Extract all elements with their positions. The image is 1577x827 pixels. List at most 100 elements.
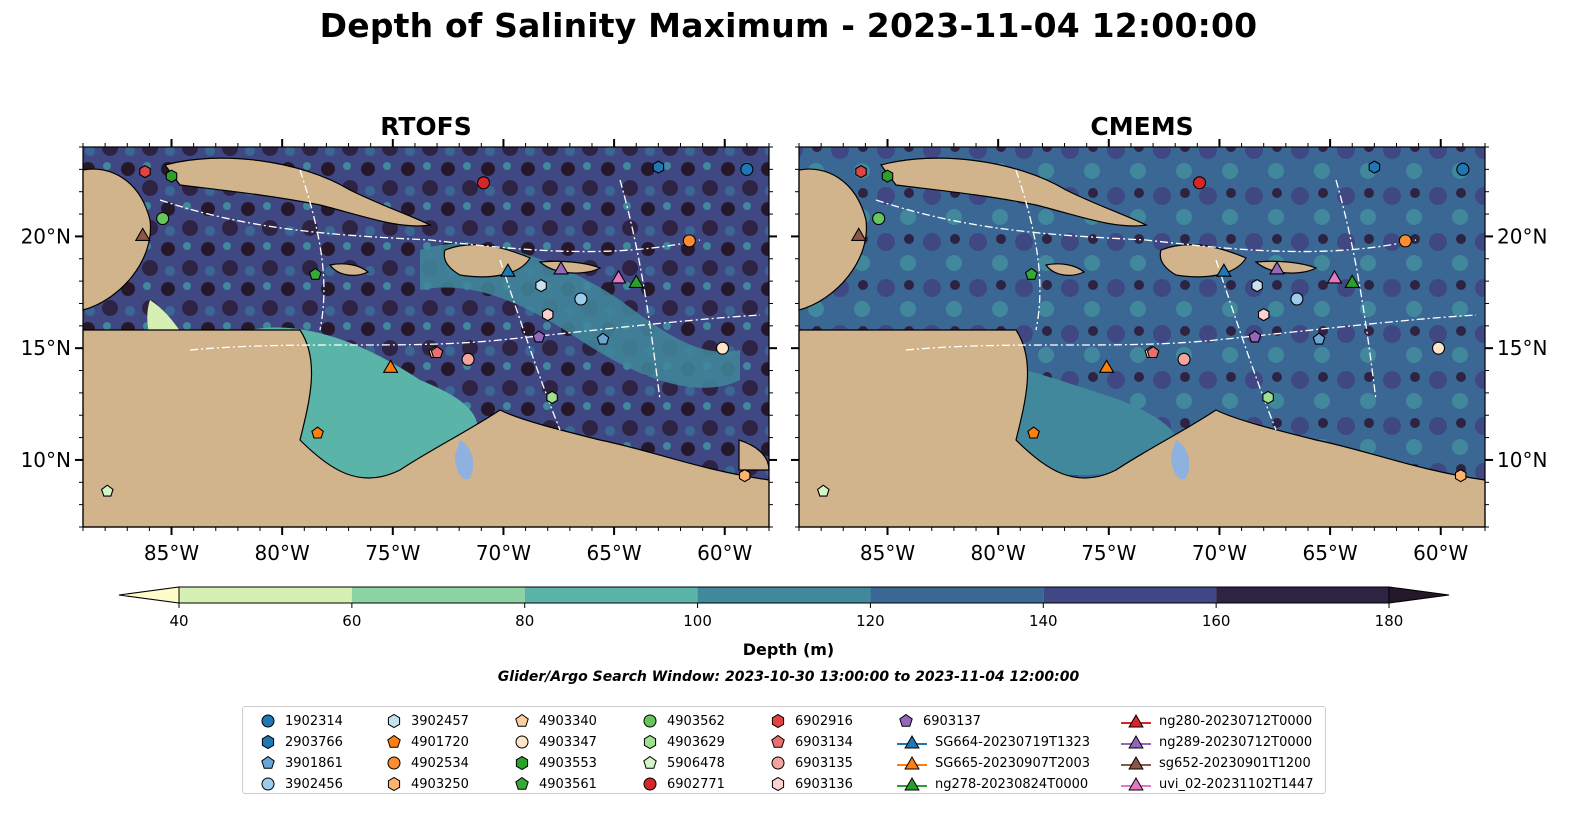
lon-tick-label: 75°W (1081, 541, 1136, 565)
platform-marker-uvi_02-20231102T1447 (610, 269, 627, 284)
platform-marker-ng289-20230712T0000 (553, 260, 569, 275)
platform-marker-6903136 (1257, 307, 1270, 322)
lon-tick-label: 85°W (144, 541, 199, 565)
cmems-land (798, 157, 1486, 528)
panel-title-rtofs: RTOFS (380, 112, 472, 141)
legend-label: uvi_02-20231102T1447 (1159, 776, 1314, 792)
legend-marker-icon (771, 776, 785, 792)
legend-label: ng278-20230824T0000 (935, 776, 1089, 792)
rtofs-map-panel (82, 147, 770, 528)
lon-tick-label: 65°W (586, 541, 641, 565)
lat-tick-label: 20°N (1497, 224, 1547, 248)
platform-marker-3901861 (1312, 332, 1326, 345)
platform-marker-6902916 (855, 164, 867, 179)
rtofs-frame (82, 146, 770, 528)
legend-marker-icon (387, 713, 401, 729)
legend-label: 1902314 (285, 713, 343, 729)
colorbar-tick-label: 100 (683, 612, 712, 630)
platform-marker-4903347 (715, 341, 730, 355)
legend-item: 1902314 (257, 711, 343, 731)
colorbar-label: Depth (m) (742, 640, 835, 659)
legend-item: 3901861 (257, 753, 343, 773)
colorbar-segment (179, 587, 352, 603)
legend-item: uvi_02-20231102T1447 (1119, 774, 1313, 794)
legend-item: 6903135 (767, 753, 853, 773)
platform-marker-4903629 (546, 390, 558, 405)
legend-marker-icon (643, 714, 657, 728)
rtofs-land (82, 157, 770, 528)
legend-label: 6903134 (795, 734, 853, 750)
platform-marker-4903562 (872, 211, 886, 226)
legend-item: 4901720 (383, 732, 469, 752)
platform-marker-6902771 (476, 176, 491, 190)
legend-marker-icon (643, 755, 657, 769)
rtofs-eddy-band (420, 243, 740, 388)
legend-item: SG665-20230907T2003 (895, 753, 1090, 773)
legend-label: 4903250 (411, 776, 469, 792)
colorbar-outline (178, 586, 1390, 604)
platform-marker-4903347 (1431, 341, 1446, 355)
legend-marker-icon (515, 735, 529, 749)
platform-marker-4903250 (1454, 468, 1467, 483)
platform-marker-4903561 (1024, 267, 1038, 280)
colorbar-segment (870, 587, 1044, 603)
platform-marker-3901861 (596, 332, 610, 345)
colorbar-tick-label: 80 (515, 612, 534, 630)
legend-marker-icon (515, 713, 529, 727)
colorbar-segment (1216, 587, 1389, 603)
legend-label: ng280-20230712T0000 (1159, 713, 1313, 729)
platform-marker-6903137 (1248, 330, 1262, 343)
legend-item: 6902771 (639, 774, 725, 794)
platform-marker-ng278-20230824T0000 (1344, 274, 1361, 288)
lon-tick-label: 60°W (697, 541, 752, 565)
legend-item: 4903347 (511, 732, 597, 752)
legend-marker-icon (387, 776, 401, 792)
platform-marker-4903562 (156, 211, 170, 226)
legend-marker-icon (771, 734, 785, 748)
platform-marker-2903766 (652, 160, 665, 174)
legend-item: 4903561 (511, 774, 597, 794)
lon-tick-label: 85°W (860, 541, 915, 565)
platform-marker-5906478 (816, 484, 830, 497)
rtofs-eez-lines (159, 169, 761, 431)
legend-label: ng289-20230712T0000 (1159, 734, 1313, 750)
legend-item: 6903137 (895, 711, 981, 731)
colorbar-tick-label: 160 (1202, 612, 1231, 630)
legend-label: 6903136 (795, 776, 853, 792)
legend-label: 4903629 (667, 734, 725, 750)
legend-marker-icon (261, 755, 275, 769)
legend-marker-icon (771, 756, 785, 770)
colorbar-tick-label: 120 (856, 612, 885, 630)
legend-label: sg652-20230901T1200 (1159, 755, 1311, 771)
legend-item: 4903250 (383, 774, 469, 794)
platform-marker-6902916 (139, 164, 151, 179)
legend-marker-icon (387, 734, 401, 748)
legend-label: 4903562 (667, 713, 725, 729)
platform-marker-sg652-20230901T1200 (134, 227, 151, 241)
legend-label: SG664-20230719T1323 (935, 734, 1091, 750)
legend-label: 4901720 (411, 734, 469, 750)
platform-marker-2903766 (1368, 160, 1381, 174)
colorbar-segment (351, 587, 525, 603)
platform-marker-ng278-20230824T0000 (628, 274, 645, 288)
legend-label: 5906478 (667, 755, 725, 771)
colorbar-over-extension (1388, 586, 1450, 604)
cmems-eez-lines (875, 169, 1477, 431)
legend-label: 6902916 (795, 713, 853, 729)
legend-marker-icon (387, 756, 401, 770)
colorbar-segment (524, 587, 698, 603)
figure-title: Depth of Salinity Maximum - 2023-11-04 1… (319, 6, 1258, 45)
legend-marker-icon (1121, 734, 1151, 749)
legend-label: 3902457 (411, 713, 469, 729)
platform-marker-6903135 (1177, 352, 1191, 366)
platform-marker-3902457 (1251, 278, 1263, 293)
legend-label: 6903137 (923, 713, 981, 729)
platform-marker-4902534 (682, 234, 696, 248)
legend-marker-icon (771, 713, 785, 729)
rtofs-axes: 85°W 80°W 75°W 70°W 65°W 60°W 10°N 15°N 20°N (21, 139, 777, 565)
lon-tick-label: 65°W (1302, 541, 1357, 565)
platform-marker-4901720 (311, 426, 324, 439)
platform-marker-ng289-20230712T0000 (1269, 260, 1285, 275)
platform-marker-4902534 (1398, 234, 1412, 248)
legend-label: 3902456 (285, 776, 343, 792)
